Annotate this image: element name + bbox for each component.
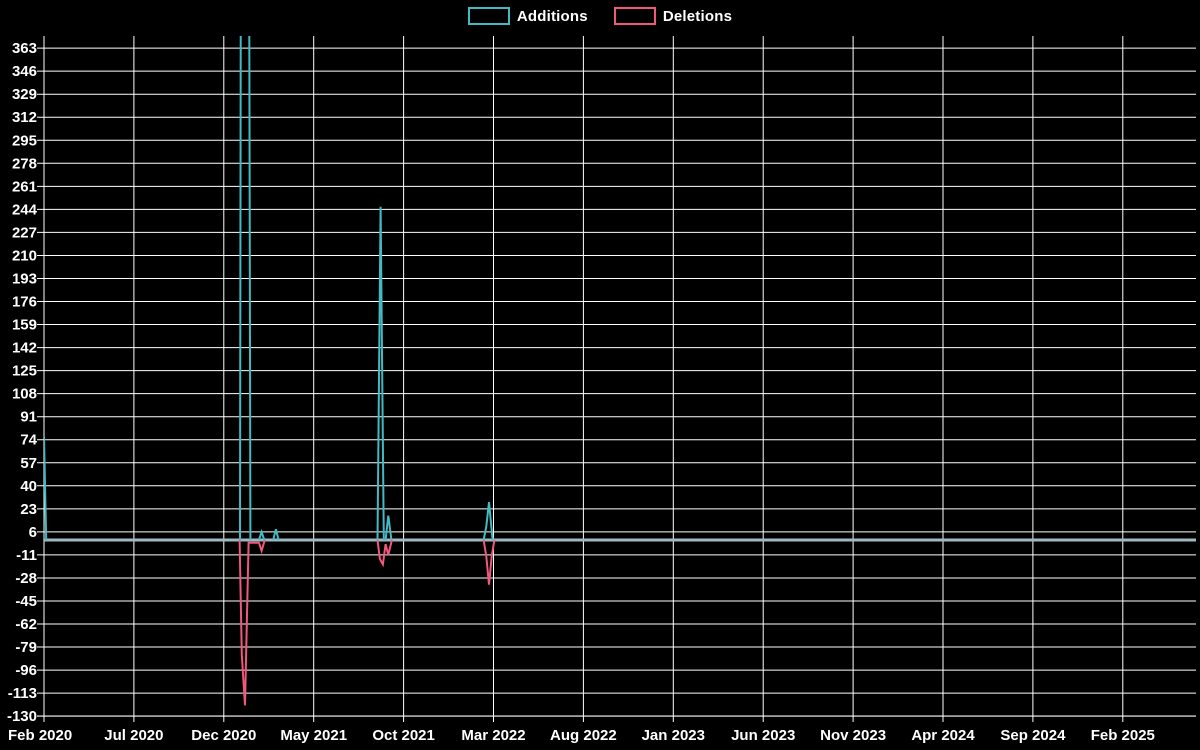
series-line-additions	[376, 206, 385, 541]
series-line-deletions	[238, 539, 266, 706]
y-tick-label: 23	[20, 501, 37, 518]
y-tick-label: 108	[12, 386, 37, 403]
x-tick-label: Dec 2020	[191, 727, 256, 744]
chart-legend: Additions Deletions	[0, 7, 1200, 25]
y-tick-label: -11	[16, 547, 37, 564]
series-line-additions	[44, 436, 48, 541]
x-tick-label: Feb 2020	[8, 727, 72, 744]
x-tick-label: Nov 2023	[820, 727, 886, 744]
y-tick-label: -28	[15, 570, 37, 587]
legend-label-additions: Additions	[516, 7, 588, 25]
y-tick-label: -130	[7, 708, 37, 725]
x-tick-label: May 2021	[280, 727, 347, 744]
y-tick-label: 244	[12, 201, 38, 218]
y-tick-label: 57	[20, 455, 37, 472]
series-line-deletions	[376, 539, 393, 568]
y-tick-label: 278	[12, 155, 37, 172]
series-line-additions	[272, 528, 280, 541]
y-tick-label: -45	[15, 593, 37, 610]
y-tick-label: 261	[12, 178, 37, 195]
y-tick-label: 91	[20, 409, 37, 426]
x-tick-label: Jul 2020	[104, 727, 163, 744]
x-tick-label: Aug 2022	[550, 727, 617, 744]
x-tick-label: Apr 2024	[911, 727, 975, 744]
y-tick-label: 40	[20, 478, 37, 495]
series-line-additions	[257, 528, 266, 541]
y-tick-label: 142	[12, 340, 37, 357]
y-tick-label: 210	[12, 247, 37, 264]
x-tick-label: Jun 2023	[731, 727, 795, 744]
y-tick-label: -96	[15, 662, 37, 679]
y-tick-label: 193	[12, 270, 37, 287]
y-tick-label: 346	[12, 63, 37, 80]
x-tick-label: Mar 2022	[461, 727, 525, 744]
y-tick-label: -62	[15, 616, 37, 633]
y-tick-label: 159	[12, 317, 37, 334]
x-tick-label: Feb 2025	[1091, 727, 1155, 744]
series-line-additions	[239, 36, 252, 541]
deletions-swatch	[613, 7, 656, 25]
x-tick-label: Sep 2024	[1000, 727, 1066, 744]
y-tick-label: 6	[29, 524, 37, 541]
additions-swatch	[467, 7, 510, 25]
legend-label-deletions: Deletions	[662, 7, 733, 25]
y-tick-label: -79	[15, 639, 37, 656]
y-tick-label: 295	[12, 132, 37, 149]
y-tick-label: 363	[12, 40, 37, 57]
series-line-deletions	[482, 539, 496, 585]
x-tick-label: Oct 2021	[372, 727, 435, 744]
y-tick-label: 312	[12, 109, 37, 126]
series-line-additions	[384, 515, 393, 541]
y-tick-label: 329	[12, 86, 37, 103]
series-line-additions	[482, 501, 494, 541]
y-tick-label: -113	[8, 685, 37, 702]
y-tick-label: 125	[12, 363, 37, 380]
y-tick-label: 176	[12, 294, 37, 311]
y-tick-label: 74	[20, 432, 37, 449]
legend-item-deletions[interactable]: Deletions	[613, 7, 733, 25]
legend-item-additions[interactable]: Additions	[467, 7, 588, 25]
y-tick-label: 227	[12, 224, 37, 241]
x-tick-label: Jan 2023	[642, 727, 705, 744]
